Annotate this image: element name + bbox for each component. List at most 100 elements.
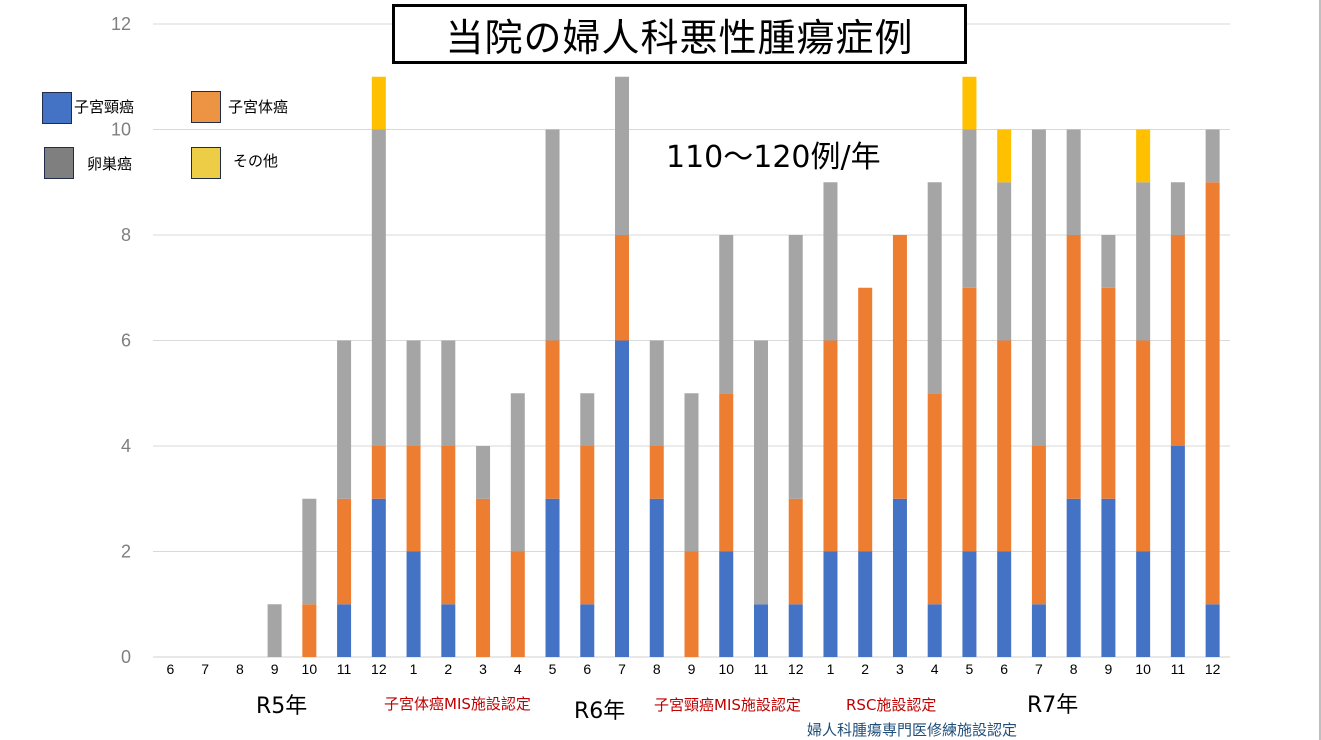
x-tick-label: 4 xyxy=(514,661,522,677)
bar-segment-ovarian xyxy=(788,235,803,499)
bar-segment-endometrial xyxy=(684,551,699,657)
x-tick-label: 12 xyxy=(788,661,804,677)
y-tick-label: 2 xyxy=(121,542,131,562)
bar-segment-endometrial xyxy=(510,551,525,657)
x-tick-label: 3 xyxy=(479,661,487,677)
bar-segment-ovarian xyxy=(1136,182,1151,341)
bar-segment-endometrial xyxy=(1205,182,1220,605)
bar-segment-ovarian xyxy=(510,393,525,552)
legend-label-other: その他 xyxy=(233,152,279,170)
bar-segment-cervical xyxy=(719,551,734,657)
x-tick-label: 1 xyxy=(827,661,835,677)
bar-segment-endometrial xyxy=(302,604,317,657)
bar-segment-endometrial xyxy=(615,235,630,341)
note-gyn-oncology-training: 婦人科腫瘍専門医修練施設認定 xyxy=(807,721,1018,739)
x-tick-label: 7 xyxy=(618,661,626,677)
bar-segment-cervical xyxy=(337,604,352,657)
y-tick-label: 12 xyxy=(111,14,131,34)
bar-segment-cervical xyxy=(892,498,907,657)
bar-segment-ovarian xyxy=(1031,129,1046,446)
note-endometrial-mis: 子宮体癌MIS施設認定 xyxy=(384,695,531,713)
x-tick-label: 2 xyxy=(444,661,452,677)
bar-segment-ovarian xyxy=(823,182,838,341)
bar-segment-other xyxy=(962,76,977,130)
bar-segment-ovarian xyxy=(1066,129,1081,235)
bar-segment-ovarian xyxy=(962,129,977,288)
bar-segment-endometrial xyxy=(1136,340,1151,552)
note-rsc: RSC施設認定 xyxy=(846,696,937,714)
x-tick-label: 10 xyxy=(718,661,734,677)
bar-segment-other xyxy=(1136,129,1151,183)
slide-edge xyxy=(1319,0,1321,740)
year-label-r6: R6年 xyxy=(574,699,626,724)
year-label-r5: R5年 xyxy=(256,694,308,719)
bar-segment-endometrial xyxy=(1170,235,1185,446)
bar-segment-cervical xyxy=(997,551,1012,657)
bar-segment-endometrial xyxy=(649,446,664,499)
bar-segment-endometrial xyxy=(406,446,421,552)
x-tick-label: 6 xyxy=(166,661,174,677)
bar-segment-cervical xyxy=(1066,498,1081,657)
x-tick-label: 7 xyxy=(1035,661,1043,677)
x-tick-label: 9 xyxy=(271,661,279,677)
bar-segment-cervical xyxy=(753,604,768,657)
y-tick-label: 4 xyxy=(121,436,131,456)
x-tick-label: 9 xyxy=(1105,661,1113,677)
legend-label-endometrial: 子宮体癌 xyxy=(228,98,289,116)
bar-segment-endometrial xyxy=(719,393,734,552)
bar-segment-cervical xyxy=(649,498,664,657)
legend-swatch-cervical xyxy=(42,92,72,124)
bar-segment-ovarian xyxy=(267,604,282,657)
legend-swatch-endometrial xyxy=(191,91,221,123)
bar-segment-endometrial xyxy=(1101,287,1116,499)
bar-segment-ovarian xyxy=(441,340,456,446)
bar-segment-ovarian xyxy=(337,340,352,499)
bar-segment-ovarian xyxy=(649,340,664,446)
bar-segment-endometrial xyxy=(962,287,977,552)
chart-title: 当院の婦人科悪性腫瘍症例 xyxy=(445,15,914,60)
legend-label-ovarian: 卵巣癌 xyxy=(87,155,133,173)
bar-segment-ovarian xyxy=(753,340,768,605)
bar-segment-endometrial xyxy=(1066,235,1081,499)
bar-segment-other xyxy=(997,129,1012,183)
bar-segment-ovarian xyxy=(719,235,734,394)
x-tick-label: 11 xyxy=(337,661,352,677)
chart-title-box: 当院の婦人科悪性腫瘍症例 xyxy=(392,4,967,64)
x-tick-label: 9 xyxy=(688,661,696,677)
bar-segment-endometrial xyxy=(892,235,907,499)
bar-segment-endometrial xyxy=(788,498,803,605)
x-tick-label: 12 xyxy=(1205,661,1221,677)
legend-swatch-other xyxy=(191,147,221,179)
bar-segment-endometrial xyxy=(858,287,873,552)
bar-segment-endometrial xyxy=(823,340,838,552)
bar-segment-ovarian xyxy=(302,498,317,605)
bar-segment-cervical xyxy=(441,604,456,657)
bar-segment-ovarian xyxy=(684,393,699,552)
bar-segment-ovarian xyxy=(927,182,942,394)
legend-swatch-ovarian xyxy=(44,147,74,179)
x-tick-label: 8 xyxy=(1070,661,1078,677)
bar-segment-endometrial xyxy=(1031,446,1046,605)
x-tick-label: 11 xyxy=(754,661,769,677)
bar-segment-cervical xyxy=(545,498,560,657)
x-tick-label: 10 xyxy=(302,661,318,677)
bar-segment-ovarian xyxy=(580,393,595,446)
bar-segment-other xyxy=(371,76,386,130)
y-tick-label: 0 xyxy=(121,647,131,667)
bar-segment-endometrial xyxy=(476,498,491,657)
bars xyxy=(267,76,1220,657)
bar-segment-endometrial xyxy=(441,446,456,605)
x-tick-label: 5 xyxy=(966,661,974,677)
x-axis-ticks: 6 7 8 9 10 11 12 1 2 3 4 5 6 7 8 9 10 11 12 1 2 3 4 5 6 7 8 9 10 11 12 xyxy=(166,661,1220,677)
bar-segment-ovarian xyxy=(406,340,421,446)
bar-segment-cervical xyxy=(927,604,942,657)
bar-segment-cervical xyxy=(1136,551,1151,657)
x-tick-label: 7 xyxy=(201,661,209,677)
bar-segment-endometrial xyxy=(997,340,1012,552)
legend-label-cervical: 子宮頸癌 xyxy=(74,98,135,116)
annual-rate-annotation: 110〜120例/年 xyxy=(666,140,881,175)
bar-segment-cervical xyxy=(1101,498,1116,657)
bar-segment-ovarian xyxy=(476,446,491,499)
bar-segment-cervical xyxy=(823,551,838,657)
bar-segment-cervical xyxy=(371,498,386,657)
